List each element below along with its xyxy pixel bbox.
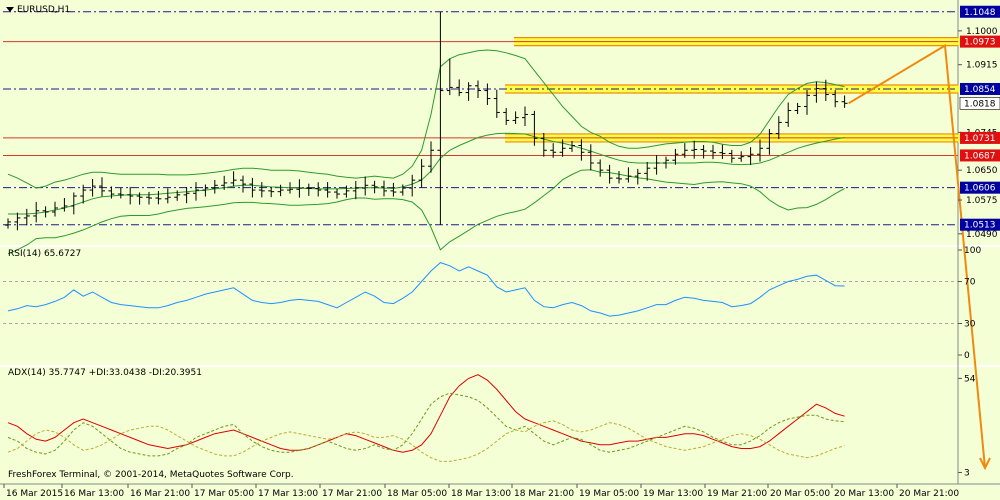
time-tick-label: 20 Mar 13:00: [834, 489, 894, 499]
level-price-label: 1.0731: [964, 134, 996, 144]
level-price-label: 1.0606: [964, 184, 996, 194]
level-price-tag: [960, 131, 1000, 144]
adx-tick-label: 3: [964, 468, 970, 478]
price-tick-label: 1.0915: [966, 61, 998, 71]
time-tick-label: 17 Mar 13:00: [258, 489, 318, 499]
rsi-line: [7, 262, 845, 317]
time-tick-label: 20 Mar 21:00: [899, 489, 959, 499]
time-tick-label: 19 Mar 13:00: [643, 489, 703, 499]
rsi-panel: [3, 262, 958, 324]
time-tick-label: 19 Mar 05:00: [579, 489, 639, 499]
rsi-tick-label: 30: [964, 320, 976, 330]
price-chart-panel: [3, 11, 991, 471]
current-price-tag: [959, 97, 1000, 110]
time-tick-label: 18 Mar 13:00: [451, 489, 511, 499]
level-price-label: 1.1048: [964, 8, 996, 18]
highlight-band: [505, 84, 960, 93]
time-tick-label: 16 Mar 2015: [6, 489, 63, 499]
price-tick-label: 1.0490: [966, 230, 998, 240]
price-tick-label: 1.0650: [966, 166, 998, 176]
forecast-arrow: [848, 43, 986, 469]
level-price-label: 1.0854: [964, 85, 996, 95]
adx-series-line: [7, 420, 845, 462]
rsi-panel-title: RSI(14) 65.6727: [8, 249, 82, 259]
level-price-tag: [960, 35, 1000, 48]
price-tick-label: 1.1000: [966, 27, 998, 37]
level-price-label: 1.0973: [964, 38, 996, 48]
adx-panel: [7, 374, 845, 462]
current-price-label: 1.0818: [964, 99, 996, 109]
adx-series-line: [7, 392, 845, 457]
time-tick-label: 16 Mar 13:00: [64, 489, 124, 499]
forecast-arrowhead: [979, 457, 991, 471]
chevron-down-icon[interactable]: [6, 7, 14, 12]
bollinger-middle: [8, 132, 845, 215]
bollinger-lower: [7, 169, 845, 255]
time-tick-label: 20 Mar 05:00: [770, 489, 830, 499]
level-price-label: 1.0687: [964, 151, 996, 161]
level-price-tag: [960, 149, 1000, 162]
level-price-tag: [960, 181, 1000, 194]
time-tick-label: 18 Mar 05:00: [387, 489, 447, 499]
time-tick-label: 17 Mar 21:00: [322, 489, 382, 499]
price-tick-label: 1.0575: [966, 196, 998, 206]
adx-tick-label: 54: [964, 374, 976, 384]
copyright-text: FreshForex Terminal, © 2001-2014, MetaQu…: [8, 470, 294, 480]
panel-backgrounds: [0, 0, 1000, 485]
adx-series-line: [7, 374, 845, 453]
level-price-tag: [960, 82, 1000, 95]
time-tick-label: 16 Mar 21:00: [130, 489, 190, 499]
adx-panel-title: ADX(14) 35.7747 +DI:33.0438 -DI:20.3951: [8, 368, 202, 378]
rsi-tick-label: 100: [964, 246, 981, 256]
time-tick-label: 17 Mar 05:00: [194, 489, 254, 499]
level-price-tag: [960, 218, 1000, 231]
axes: 1.10001.09151.07451.06501.05751.04901.10…: [3, 5, 1000, 499]
bollinger-upper: [7, 49, 845, 189]
rsi-tick-label: 70: [964, 278, 976, 288]
main-panel-title[interactable]: EURUSD,H1: [6, 5, 70, 15]
time-tick-label: 18 Mar 21:00: [514, 489, 574, 499]
level-price-tag: [960, 5, 1000, 18]
symbol-title: EURUSD,H1: [17, 5, 71, 15]
rsi-tick-label: 0: [964, 351, 970, 361]
level-price-label: 1.0513: [964, 221, 996, 231]
time-tick-label: 19 Mar 21:00: [707, 489, 767, 499]
